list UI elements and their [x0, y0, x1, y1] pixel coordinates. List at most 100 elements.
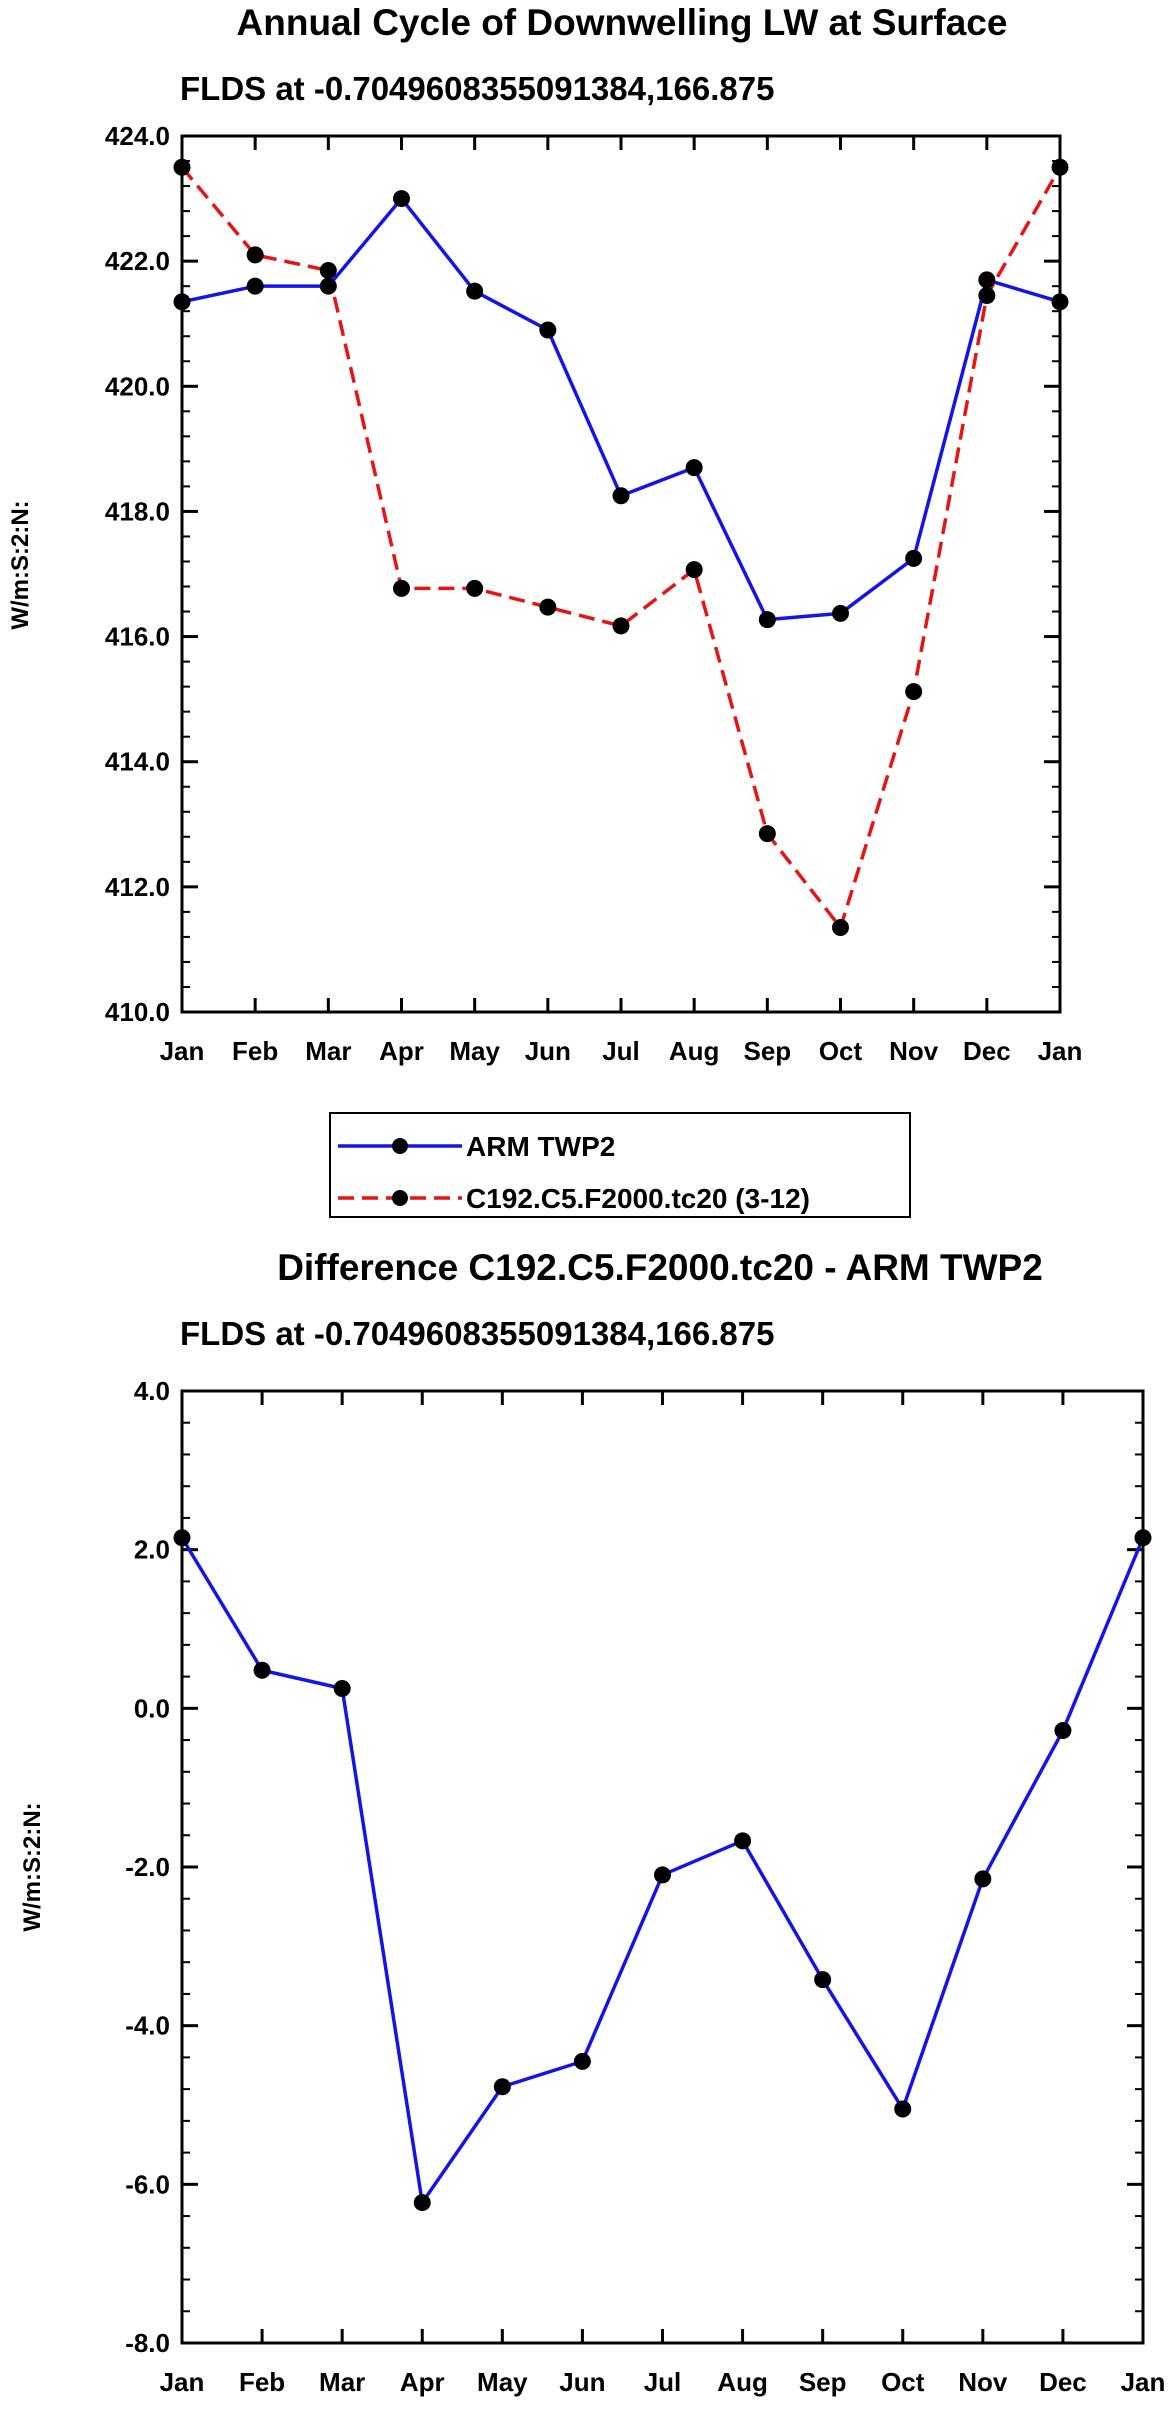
x-tick-label: Jun: [559, 2367, 605, 2397]
series-0-point: [253, 1661, 271, 1679]
chart-difference: Difference C192.C5.F2000.tc20 - ARM TWP2…: [19, 1247, 1165, 2397]
series-1-point: [978, 287, 996, 305]
x-tick-label: Oct: [819, 1036, 863, 1066]
chart1-series: [173, 158, 1069, 937]
series-0-point: [246, 277, 264, 295]
x-tick-label: Mar: [305, 1036, 351, 1066]
legend-marker-arm: [392, 1138, 408, 1154]
y-tick-label: -4.0: [125, 2011, 170, 2041]
chart1-title: Annual Cycle of Downwelling LW at Surfac…: [237, 2, 1008, 43]
y-tick-label: 0.0: [134, 1693, 170, 1723]
x-tick-label: Nov: [889, 1036, 939, 1066]
y-tick-label: 418.0: [105, 496, 170, 526]
legend: ARM TWP2 C192.C5.F2000.tc20 (3-12): [329, 1112, 911, 1218]
x-tick-label: Dec: [963, 1036, 1011, 1066]
x-tick-label: Jan: [1038, 1036, 1083, 1066]
series-0-point: [894, 2100, 912, 2118]
x-tick-label: Jan: [160, 1036, 205, 1066]
x-tick-label: Nov: [958, 2367, 1008, 2397]
chart2-plot-frame: [180, 1389, 1145, 2345]
series-1-point: [246, 246, 264, 264]
series-1-point: [466, 579, 484, 597]
y-tick-label: 414.0: [105, 747, 170, 777]
series-0-point: [493, 2078, 511, 2096]
series-line-0: [181, 196, 1061, 622]
y-tick-label: 422.0: [105, 246, 170, 276]
y-tick-label: 410.0: [105, 997, 170, 1027]
series-0-point: [974, 1870, 992, 1888]
chart2-subtitle: FLDS at -0.7049608355091384,166.875: [180, 1315, 774, 1352]
chart1-x-tick-labels: Jan Feb Mar Apr May Jun Jul Aug Sep Oct Nov Dec Jan: [160, 1036, 1083, 1066]
y-tick-label: 420.0: [105, 371, 170, 401]
series-1-point: [393, 579, 410, 597]
y-tick-label: -6.0: [125, 2169, 170, 2199]
series-1-point: [319, 262, 337, 280]
x-tick-label: Jan: [1121, 2367, 1166, 2397]
series-0-point: [758, 611, 776, 629]
x-tick-label: Sep: [799, 2367, 847, 2397]
y-tick-label: -8.0: [125, 2328, 170, 2358]
chart1-y-axis-label: W/m:S:2:N:: [7, 500, 34, 629]
series-1-point: [758, 825, 776, 843]
series-0-point: [814, 1971, 832, 1989]
series-0-point: [685, 459, 703, 477]
series-1-point: [685, 561, 703, 579]
series-0-point: [319, 277, 337, 295]
series-0-point: [832, 604, 849, 622]
legend-label-arm: ARM TWP2: [466, 1131, 615, 1162]
chart1-plot-frame: [180, 134, 1062, 1014]
series-0-point: [413, 2194, 431, 2212]
series-1-point: [612, 617, 630, 635]
x-tick-label: Aug: [717, 2367, 768, 2397]
x-tick-label: Aug: [669, 1036, 720, 1066]
x-tick-label: Jul: [644, 2367, 682, 2397]
series-0-point: [333, 1680, 351, 1697]
series-1-point: [905, 683, 923, 701]
series-line-1: [180, 166, 1062, 930]
series-0-point: [573, 2052, 591, 2070]
series-0-point: [393, 190, 410, 208]
y-tick-label: 416.0: [105, 622, 170, 652]
series-0-point: [466, 282, 484, 300]
series-0-point: [978, 271, 996, 289]
x-tick-label: May: [477, 2367, 528, 2397]
chart2-x-tick-labels: Jan Feb Mar Apr May Jun Jul Aug Sep Oct Nov Dec Jan: [160, 2367, 1166, 2397]
x-tick-label: Dec: [1039, 2367, 1087, 2397]
y-tick-label: 2.0: [134, 1535, 170, 1565]
y-tick-label: -2.0: [125, 1852, 170, 1882]
chart1-grid-ticks: [180, 134, 1062, 1014]
series-0-point: [905, 549, 923, 567]
legend-marker-model: [392, 1190, 408, 1206]
series-0-point: [1054, 1722, 1072, 1740]
chart2-title: Difference C192.C5.F2000.tc20 - ARM TWP2: [277, 1247, 1043, 1288]
x-tick-label: Oct: [881, 2367, 925, 2397]
x-tick-label: Apr: [379, 1036, 424, 1066]
chart1-subtitle: FLDS at -0.7049608355091384,166.875: [180, 70, 774, 107]
x-tick-label: Apr: [400, 2367, 445, 2397]
legend-label-model: C192.C5.F2000.tc20 (3-12): [466, 1183, 810, 1214]
chart2-y-axis-label: W/m:S:2:N:: [19, 1802, 46, 1931]
x-tick-label: Jun: [525, 1036, 571, 1066]
series-1-point: [832, 919, 849, 937]
x-tick-label: Jul: [602, 1036, 640, 1066]
chart2-y-tick-labels: -8.0 -6.0 -4.0 -2.0 0.0 2.0 4.0: [125, 1376, 170, 2358]
series-1-point: [539, 598, 557, 616]
series-0-point: [612, 487, 630, 505]
chart-annual-cycle: Annual Cycle of Downwelling LW at Surfac…: [7, 2, 1082, 1066]
x-tick-label: Feb: [239, 2367, 285, 2397]
legend-box: [329, 1112, 911, 1218]
series-0-point: [734, 1832, 752, 1850]
series-0-point: [654, 1866, 671, 1884]
y-tick-label: 412.0: [105, 872, 170, 902]
series-0-point: [539, 321, 557, 339]
x-tick-label: Mar: [319, 2367, 365, 2397]
chart2-series: [173, 1529, 1152, 2212]
y-tick-label: 4.0: [134, 1376, 170, 1406]
x-tick-label: Jan: [160, 2367, 205, 2397]
x-tick-label: Sep: [743, 1036, 791, 1066]
chart1-y-tick-labels: 410.0 412.0 414.0 416.0 418.0 420.0 422.0 424.0: [105, 121, 170, 1027]
x-tick-label: Feb: [232, 1036, 278, 1066]
x-tick-label: May: [449, 1036, 500, 1066]
y-tick-label: 424.0: [105, 121, 170, 151]
